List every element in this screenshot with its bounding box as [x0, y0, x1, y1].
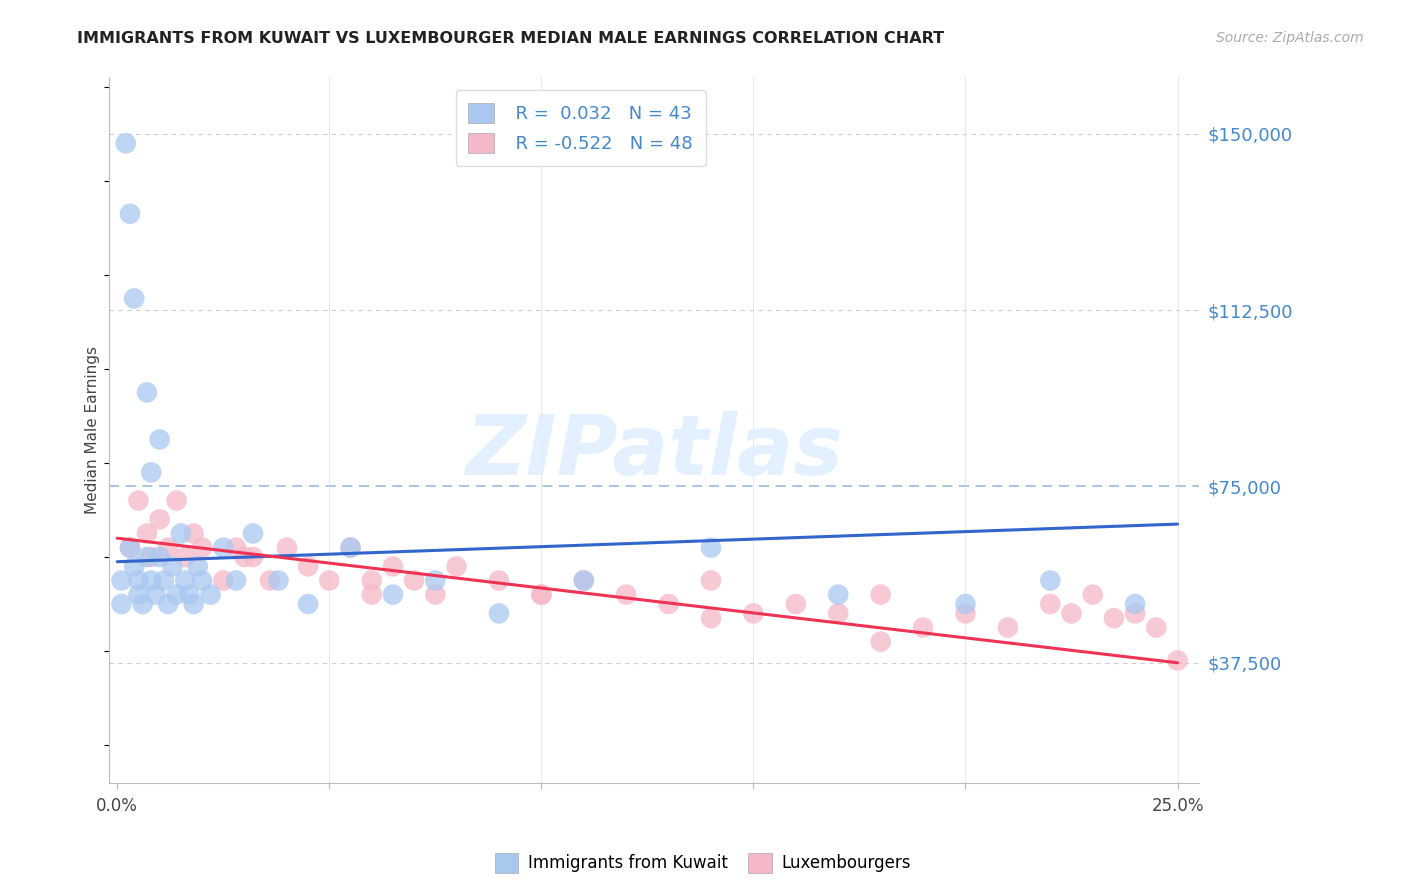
Point — [381, 588, 404, 602]
Point — [166, 588, 188, 602]
Point — [118, 541, 141, 555]
Point — [1167, 653, 1189, 667]
Point — [174, 574, 197, 588]
Point — [122, 559, 145, 574]
Point — [157, 597, 180, 611]
Point — [425, 588, 447, 602]
Point — [225, 574, 247, 588]
Point — [276, 541, 298, 555]
Point — [530, 588, 553, 602]
Point — [131, 597, 153, 611]
Point — [742, 607, 765, 621]
Point — [149, 512, 172, 526]
Point — [1039, 597, 1062, 611]
Point — [1144, 620, 1167, 634]
Point — [157, 541, 180, 555]
Point — [700, 611, 723, 625]
Point — [1060, 607, 1083, 621]
Point — [700, 574, 723, 588]
Point — [869, 588, 891, 602]
Point — [136, 549, 159, 564]
Point — [212, 541, 235, 555]
Point — [242, 526, 264, 541]
Point — [955, 607, 977, 621]
Point — [360, 588, 382, 602]
Point — [162, 559, 184, 574]
Legend:   R =  0.032   N = 43,   R = -0.522   N = 48: R = 0.032 N = 43, R = -0.522 N = 48 — [456, 90, 706, 166]
Point — [1123, 607, 1146, 621]
Point — [141, 549, 163, 564]
Point — [127, 493, 149, 508]
Text: Source: ZipAtlas.com: Source: ZipAtlas.com — [1216, 31, 1364, 45]
Point — [658, 597, 681, 611]
Point — [183, 597, 205, 611]
Point — [488, 574, 510, 588]
Point — [572, 574, 595, 588]
Point — [297, 597, 319, 611]
Point — [572, 574, 595, 588]
Point — [242, 549, 264, 564]
Point — [259, 574, 281, 588]
Point — [122, 292, 145, 306]
Point — [381, 559, 404, 574]
Point — [118, 207, 141, 221]
Point — [153, 574, 176, 588]
Point — [1123, 597, 1146, 611]
Text: ZIPatlas: ZIPatlas — [465, 410, 842, 491]
Point — [700, 541, 723, 555]
Point — [360, 574, 382, 588]
Point — [114, 136, 136, 151]
Point — [1081, 588, 1104, 602]
Point — [187, 559, 209, 574]
Point — [183, 526, 205, 541]
Point — [997, 620, 1019, 634]
Legend: Immigrants from Kuwait, Luxembourgers: Immigrants from Kuwait, Luxembourgers — [488, 847, 918, 880]
Point — [225, 541, 247, 555]
Point — [1039, 574, 1062, 588]
Point — [191, 574, 214, 588]
Point — [110, 597, 132, 611]
Point — [127, 588, 149, 602]
Point — [141, 574, 163, 588]
Point — [530, 588, 553, 602]
Point — [191, 541, 214, 555]
Point — [233, 549, 256, 564]
Y-axis label: Median Male Earnings: Median Male Earnings — [86, 346, 100, 514]
Point — [145, 588, 167, 602]
Point — [141, 466, 163, 480]
Point — [149, 549, 172, 564]
Point — [614, 588, 637, 602]
Point — [827, 607, 849, 621]
Point — [136, 526, 159, 541]
Point — [136, 385, 159, 400]
Point — [785, 597, 807, 611]
Point — [404, 574, 426, 588]
Point — [174, 549, 197, 564]
Point — [118, 541, 141, 555]
Point — [446, 559, 468, 574]
Point — [339, 541, 361, 555]
Point — [827, 588, 849, 602]
Point — [200, 588, 222, 602]
Point — [912, 620, 935, 634]
Point — [339, 541, 361, 555]
Point — [488, 607, 510, 621]
Point — [127, 574, 149, 588]
Point — [425, 574, 447, 588]
Point — [179, 588, 201, 602]
Point — [297, 559, 319, 574]
Point — [1102, 611, 1125, 625]
Point — [212, 574, 235, 588]
Point — [166, 493, 188, 508]
Point — [170, 526, 193, 541]
Point — [267, 574, 290, 588]
Point — [955, 597, 977, 611]
Point — [318, 574, 340, 588]
Point — [149, 433, 172, 447]
Point — [869, 634, 891, 648]
Point — [110, 574, 132, 588]
Text: IMMIGRANTS FROM KUWAIT VS LUXEMBOURGER MEDIAN MALE EARNINGS CORRELATION CHART: IMMIGRANTS FROM KUWAIT VS LUXEMBOURGER M… — [77, 31, 945, 46]
